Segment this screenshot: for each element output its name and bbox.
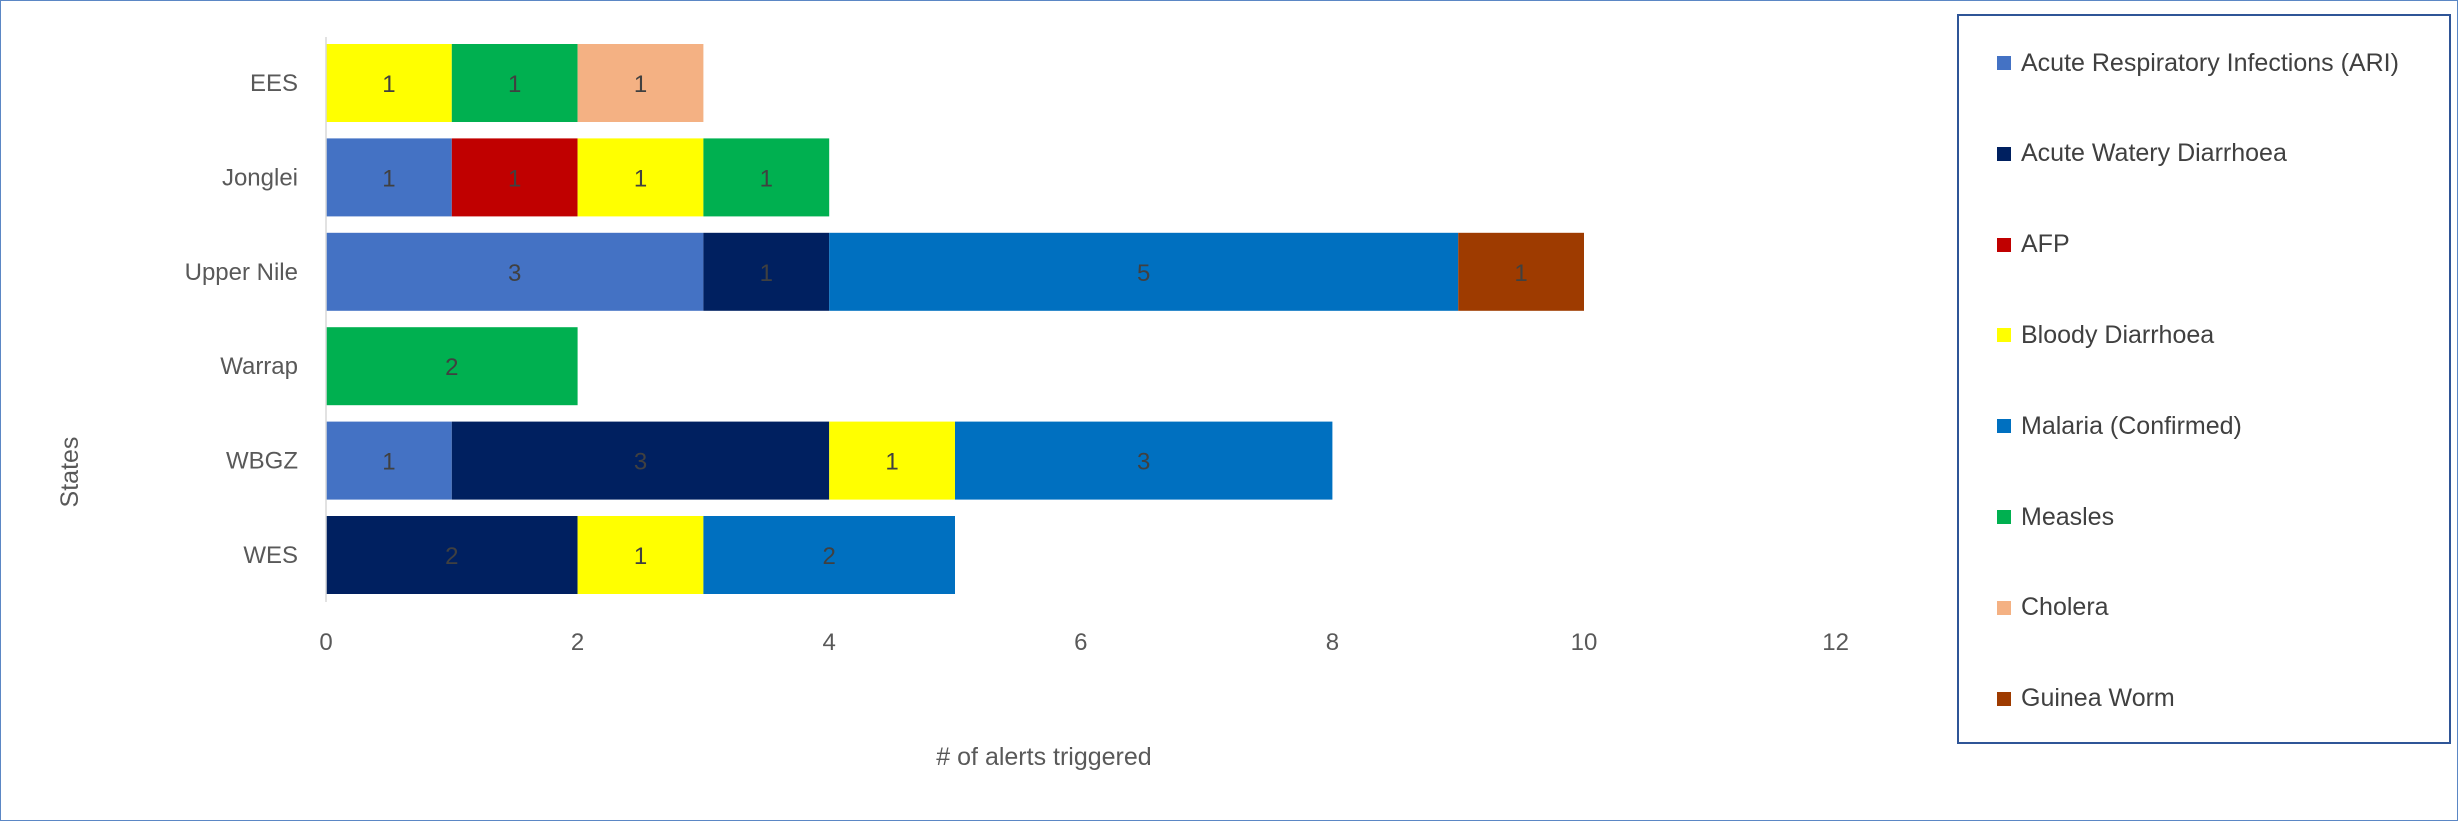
legend-label: Acute Watery Diarrhoea	[2021, 139, 2287, 168]
bar-upper-nile-acute-respiratory-infections-ari	[326, 232, 704, 311]
legend-label: AFP	[2021, 230, 2070, 259]
legend-label: Guinea Worm	[2021, 684, 2175, 713]
bar-jonglei-bloody-diarrhoea	[577, 138, 704, 217]
data-label-wes-acute-watery-diarrhoea: 2	[445, 543, 458, 570]
data-label-wes-malaria-confirmed: 2	[823, 543, 836, 570]
bar-wes-bloody-diarrhoea	[577, 516, 704, 594]
legend-item-measles: Measles	[1997, 500, 2114, 534]
bar-jonglei-afp	[451, 138, 578, 217]
legend-swatch	[1997, 510, 2011, 524]
data-label-upper-nile-acute-respiratory-infections-ari: 3	[508, 260, 521, 287]
x-axis-title: # of alerts triggered	[936, 743, 1151, 771]
legend-label: Malaria (Confirmed)	[2021, 411, 2242, 440]
bar-wbgz-malaria-confirmed	[955, 421, 1333, 500]
bar-upper-nile-acute-watery-diarrhoea	[703, 232, 830, 311]
bar-ees-bloody-diarrhoea	[326, 44, 452, 122]
data-label-warrap-measles: 2	[445, 354, 458, 381]
legend-label: Bloody Diarrhoea	[2021, 320, 2215, 349]
legend-label: Measles	[2021, 502, 2115, 531]
data-label-upper-nile-guinea-worm: 1	[1514, 260, 1527, 287]
y-tick-label-warrap: Warrap	[220, 353, 298, 380]
data-label-ees-bloody-diarrhoea: 1	[382, 71, 395, 98]
y-axis-title: States	[56, 437, 84, 508]
legend-swatch	[1997, 691, 2011, 706]
bar-warrap-measles	[326, 327, 578, 406]
legend-swatch	[1997, 146, 2011, 161]
bar-ees-measles	[451, 44, 578, 122]
x-tick-label-2: 2	[571, 629, 584, 656]
bar-ees-cholera	[577, 44, 704, 122]
x-tick-label-4: 4	[823, 629, 836, 656]
y-tick-label-jonglei: Jonglei	[222, 164, 298, 191]
data-label-wbgz-bloody-diarrhoea: 1	[885, 449, 898, 476]
data-label-jonglei-acute-respiratory-infections-ari: 1	[382, 165, 395, 192]
legend-swatch	[1997, 419, 2011, 434]
data-label-ees-measles: 1	[508, 71, 521, 98]
data-label-jonglei-bloody-diarrhoea: 1	[634, 165, 647, 192]
data-label-jonglei-afp: 1	[508, 165, 521, 192]
bar-upper-nile-guinea-worm	[1458, 232, 1584, 311]
y-tick-label-wbgz: WBGZ	[226, 448, 298, 475]
bar-upper-nile-malaria-confirmed	[829, 232, 1459, 311]
y-axis: EES Jonglei Upper Nile Warrap WBGZ WES	[185, 37, 327, 602]
bar-wbgz-acute-watery-diarrhoea	[451, 421, 830, 500]
data-label-wbgz-malaria-confirmed: 3	[1137, 449, 1150, 476]
legend-swatch	[1997, 56, 2011, 70]
x-axis: 0 2 4 6 8 10 12	[319, 629, 1849, 656]
y-tick-label-wes: WES	[243, 542, 298, 569]
data-label-ees-cholera: 1	[634, 71, 647, 98]
legend-item-bloody-diarrhoea: Bloody Diarrhoea	[1997, 318, 2214, 352]
data-label-upper-nile-malaria-confirmed: 5	[1137, 260, 1150, 287]
x-tick-label-10: 10	[1571, 629, 1598, 656]
bar-jonglei-measles	[703, 138, 830, 217]
x-tick-label-12: 12	[1822, 629, 1849, 656]
bar-jonglei-acute-respiratory-infections-ari	[326, 138, 452, 217]
legend-label: Cholera	[2021, 593, 2109, 622]
data-label-wbgz-acute-watery-diarrhoea: 3	[634, 449, 647, 476]
data-label-wes-bloody-diarrhoea: 1	[634, 543, 647, 570]
bar-wes-malaria-confirmed	[703, 516, 955, 594]
legend-item-acute-respiratory-infections-ari: Acute Respiratory Infections (ARI)	[1997, 46, 2399, 80]
legend-item-cholera: Cholera	[1997, 591, 2109, 625]
legend-swatch	[1997, 328, 2011, 343]
legend-swatch	[1997, 600, 2011, 615]
y-tick-label-upper-nile: Upper Nile	[185, 259, 298, 286]
bar-wbgz-acute-respiratory-infections-ari	[326, 421, 452, 500]
legend-item-malaria-confirmed: Malaria (Confirmed)	[1997, 409, 2242, 443]
legend-item-acute-watery-diarrhoea: Acute Watery Diarrhoea	[1997, 137, 2287, 171]
legend-item-guinea-worm: Guinea Worm	[1997, 682, 2175, 716]
x-tick-label-6: 6	[1074, 629, 1087, 656]
legend-label: Acute Respiratory Infections (ARI)	[2021, 48, 2399, 77]
data-label-upper-nile-acute-watery-diarrhoea: 1	[760, 260, 773, 287]
legend: Acute Respiratory Infections (ARI) Acute …	[1957, 14, 2451, 744]
bar-wes-acute-watery-diarrhoea	[326, 516, 578, 594]
legend-item-afp: AFP	[1997, 228, 2070, 262]
data-label-wbgz-acute-respiratory-infections-ari: 1	[382, 449, 395, 476]
plot-area: 1 1 1 1 1 1 1 3 1 5 1 2 1 3 1 3 2 1 2	[326, 44, 1584, 594]
legend-swatch	[1997, 237, 2011, 252]
y-tick-label-ees: EES	[250, 70, 298, 97]
x-tick-label-8: 8	[1326, 629, 1339, 656]
data-label-jonglei-measles: 1	[760, 165, 773, 192]
bar-wbgz-bloody-diarrhoea	[829, 421, 955, 500]
x-tick-label-0: 0	[319, 629, 332, 656]
